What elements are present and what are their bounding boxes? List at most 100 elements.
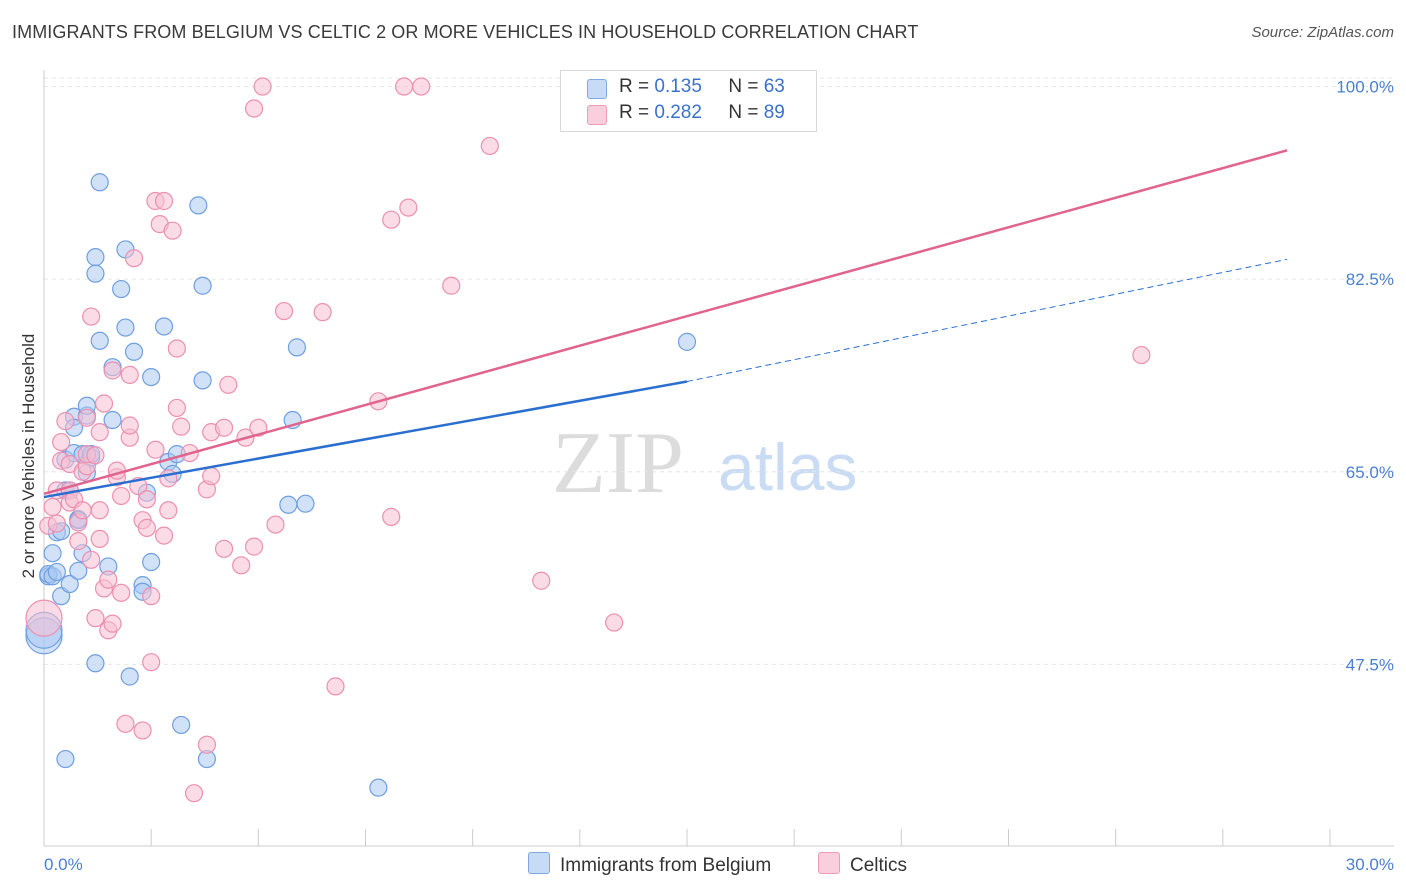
correlation-legend: R = 0.135 N = 63 R = 0.282 N = 89 [560,70,817,132]
point-belgium [47,562,66,582]
point-celtics [146,440,165,459]
point-celtics [82,550,101,569]
point-celtics [167,398,186,418]
watermark: ZIP atlas [552,415,857,512]
point-celtics [154,191,174,211]
point-celtics [133,721,152,740]
point-belgium [90,331,109,350]
point-celtics [249,418,268,437]
legend-r-label: R = [619,76,650,97]
point-celtics [232,556,251,575]
point-belgium [56,749,75,769]
point-belgium [120,667,139,686]
point-celtics [142,653,161,672]
point-belgium [193,276,212,295]
point-celtics [480,136,499,156]
point-celtics [124,249,144,268]
legend-n-label: N = [728,102,759,123]
point-celtics [43,497,62,517]
point-celtics [99,570,118,589]
point-belgium [296,494,315,513]
point-belgium [193,371,212,390]
point-celtics [219,375,238,394]
y-axis-label: 2 or more Vehicles in Household [19,334,38,579]
point-celtics [605,613,624,632]
point-celtics [142,587,161,606]
watermark-zip: ZIP [552,415,684,512]
point-celtics [56,412,75,431]
x-tick-label-min: 0.0% [44,855,83,874]
legend-r-label: R = [619,102,650,123]
trend-line-celtics [43,149,1288,495]
point-celtics [382,210,401,229]
point-belgium [69,561,88,580]
point-celtics [94,394,114,413]
point-celtics [394,77,414,96]
bottom-legend-swatch-blue [528,852,550,874]
point-celtics [313,303,332,322]
point-belgium [86,654,105,673]
legend-n-value: 89 [763,102,785,123]
point-celtics [244,99,264,118]
trend-lines [43,149,1288,499]
point-celtics [90,529,109,549]
legend-r-value: 0.282 [654,102,702,123]
point-celtics [159,501,178,520]
point-celtics [266,515,285,534]
legend-swatch-pink [587,105,607,125]
point-celtics [116,714,135,733]
point-belgium [124,342,144,361]
point-celtics [382,507,401,526]
legend-n-value: 63 [763,76,785,97]
point-belgium [172,715,191,735]
point-celtics [326,677,345,696]
y-tick-label: 100.0% [1336,78,1394,97]
bottom-legend-swatch-pink [818,852,840,874]
point-celtics [253,77,272,96]
legend-n-label: N = [728,76,759,97]
point-celtics [412,77,431,96]
point-celtics [103,614,122,633]
point-celtics [163,221,182,240]
point-celtics [52,432,71,452]
point-celtics [25,599,63,637]
watermark-atlas: atlas [718,430,857,504]
point-celtics [120,416,139,435]
point-belgium [112,279,131,299]
point-belgium [142,552,161,572]
y-tick-label: 47.5% [1346,655,1394,674]
y-tick-labels: 47.5% 65.0% 82.5% 100.0% [1336,78,1394,675]
point-celtics [399,198,418,217]
point-celtics [90,501,109,520]
legend-swatch-blue [587,79,607,99]
point-celtics [86,609,105,628]
point-belgium [86,264,105,283]
point-belgium [86,248,105,267]
bottom-legend-belgium: Immigrants from Belgium [528,852,771,877]
point-celtics [214,539,234,558]
point-celtics [137,490,156,509]
point-belgium [154,317,174,336]
point-celtics [1132,345,1151,365]
point-celtics [202,467,221,486]
chart-title: IMMIGRANTS FROM BELGIUM VS CELTIC 2 OR M… [12,22,919,42]
point-celtics [77,408,96,427]
point-belgium [287,338,307,357]
x-axis-ticks [43,829,1331,846]
point-belgium [43,544,62,563]
y-tick-label: 65.0% [1346,463,1394,482]
point-belgium [60,574,79,594]
point-celtics [86,446,105,465]
point-celtics [69,532,88,551]
point-celtics [90,423,109,442]
bottom-legend-label-celtics: Celtics [850,855,908,876]
point-celtics [184,784,204,803]
point-belgium [116,318,135,337]
point-celtics [244,537,264,556]
x-tick-label-max: 30.0% [1346,855,1394,874]
point-celtics [112,486,131,506]
source-attribution: Source: ZipAtlas.com [1251,24,1394,41]
point-belgium [279,495,298,514]
point-celtics [154,526,174,545]
bottom-legend-celtics: Celtics [818,852,907,877]
